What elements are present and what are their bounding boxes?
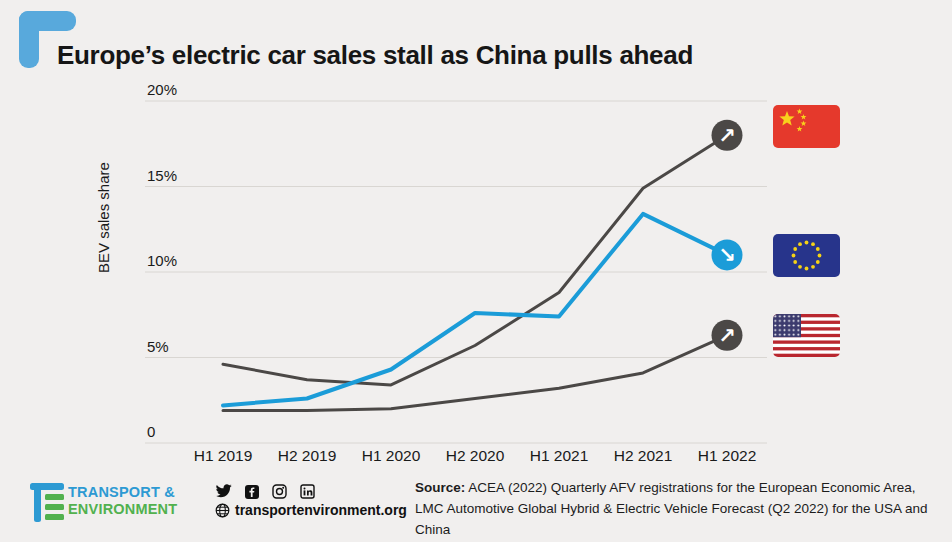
- source-label: Source:: [415, 480, 465, 495]
- facebook-icon[interactable]: [245, 485, 259, 499]
- usa-flag-icon: [773, 314, 840, 357]
- arrow-up-right-icon: ↗: [718, 324, 736, 348]
- x-tick-label: H2 2021: [614, 447, 673, 464]
- eu-star: [793, 247, 797, 251]
- linkedin-icon[interactable]: [300, 484, 315, 499]
- usa-stripe: [773, 354, 840, 357]
- source-note: Source: ACEA (2022) Quarterly AFV regist…: [415, 477, 945, 540]
- website-link[interactable]: transportenvironment.org: [235, 502, 407, 518]
- wordmark-line2: ENVIRONMENT: [68, 501, 177, 518]
- eu-star: [798, 242, 802, 246]
- x-tick-label: H1 2021: [530, 447, 589, 464]
- x-tick-label: H1 2019: [194, 447, 253, 464]
- usa-stripe: [773, 340, 840, 343]
- arrow-down-right-icon: ↘: [718, 243, 736, 267]
- eu-star: [818, 254, 822, 258]
- eu-star: [798, 265, 802, 269]
- eu-star: [811, 265, 815, 269]
- eu-star: [811, 242, 815, 246]
- arrow-up-right-icon: ↗: [718, 124, 736, 148]
- eu-star: [793, 260, 797, 264]
- x-tick-label: H2 2019: [278, 447, 337, 464]
- x-tick-label: H2 2020: [446, 447, 505, 464]
- infographic-page: Europe’s electric car sales stall as Chi…: [0, 0, 952, 542]
- eu-star: [805, 267, 809, 271]
- twitter-icon[interactable]: [215, 484, 232, 499]
- eu-star: [816, 247, 820, 251]
- te-wordmark: TRANSPORT & ENVIRONMENT: [68, 484, 177, 518]
- website-row: transportenvironment.org: [215, 502, 407, 518]
- y-tick-label: 0: [147, 423, 155, 440]
- social-icons-row: [215, 484, 315, 499]
- te-logo-icon: [30, 483, 64, 523]
- wordmark-line1: TRANSPORT &: [68, 484, 177, 501]
- usa-stripe: [773, 347, 840, 350]
- globe-icon: [215, 503, 230, 518]
- eu-flag-icon: [773, 234, 840, 277]
- series-line-china: [223, 135, 727, 385]
- china-flag-icon: [773, 105, 840, 148]
- eu-star: [816, 260, 820, 264]
- eu-star: [792, 254, 796, 258]
- y-tick-label: 15%: [147, 167, 177, 184]
- y-tick-label: 5%: [147, 338, 169, 355]
- y-tick-label: 10%: [147, 252, 177, 269]
- instagram-icon[interactable]: [272, 484, 287, 499]
- y-tick-label: 20%: [147, 81, 177, 98]
- x-tick-label: H1 2020: [362, 447, 421, 464]
- source-line2: Automotive Global Hybrid & Electric Vehi…: [415, 501, 928, 537]
- x-tick-label: H1 2022: [698, 447, 757, 464]
- eu-star: [805, 241, 809, 245]
